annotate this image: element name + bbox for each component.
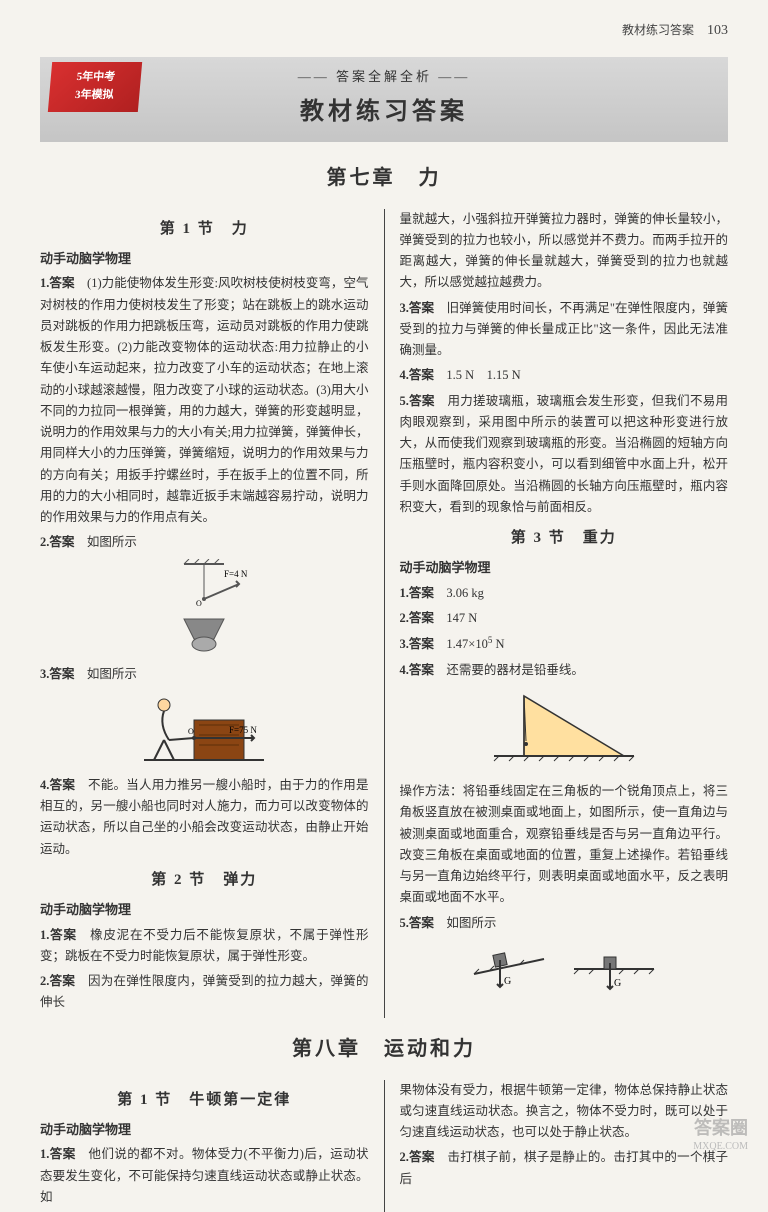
ch8-answer-1-1-cont: 果物体没有受力，根据牛顿第一定律，物体总保持静止状态或匀速直线运动状态。换言之，… [400, 1080, 729, 1144]
ch8-answer-1-1: 1.答案 他们说的都不对。物体受力(不平衡力)后，运动状态要发生变化，不可能保持… [40, 1144, 369, 1208]
watermark-url: MXQE.COM [693, 1139, 748, 1155]
svg-text:O: O [188, 727, 194, 736]
answer-2-3: 3.答案 旧弹簧使用时间长，不再满足"在弹性限度内，弹簧受到的拉力与弹簧的伸长量… [400, 298, 729, 362]
title-banner: 5年中考 3年模拟 —— 答案全解全析 —— 教材练习答案 [40, 57, 728, 141]
header-label: 教材练习答案 [622, 23, 694, 37]
answer-3-4: 4.答案 还需要的器材是铅垂线。 [400, 660, 729, 681]
logo-line2: 3年模拟 [74, 87, 114, 105]
answer-2-2: 2.答案 因为在弹性限度内，弹簧受到的拉力越大，弹簧的伸长 [40, 971, 369, 1014]
page-header: 教材练习答案 103 [40, 20, 728, 42]
answer-2-5: 5.答案 用力搓玻璃瓶，玻璃瓶会发生形变，但我们不易用肉眼观察到，采用图中所示的… [400, 391, 729, 519]
logo-line1: 5年中考 [76, 70, 116, 88]
answer-3-5: 5.答案 如图所示 [400, 913, 729, 934]
answer-3-3: 3.答案 1.47×105 N [400, 633, 729, 655]
ch8-answer-1-2: 2.答案 击打棋子前，棋子是静止的。击打其中的一个棋子后 [400, 1147, 729, 1190]
column-divider [384, 209, 385, 1018]
answer-3-4-text: 操作方法：将铅垂线固定在三角板的一个锐角顶点上，将三角板竖直放在被测桌面或地面上… [400, 781, 729, 909]
triangle-figure [474, 686, 654, 776]
svg-text:O: O [196, 599, 202, 608]
push-figure: F=75 N O [134, 690, 274, 770]
answer-2-4: 4.答案 1.5 N 1.15 N [400, 365, 729, 386]
svg-text:G: G [614, 978, 621, 989]
chapter-8-title: 第八章 运动和力 [40, 1033, 728, 1065]
section-2-title: 第 2 节 弹力 [40, 868, 369, 892]
banner-title: 教材练习答案 [40, 93, 728, 131]
left-column: 第 1 节 力 动手动脑学物理 1.答案 (1)力能使物体发生形变:风吹树枝使树… [40, 209, 369, 1018]
weight-figure: G G [464, 939, 664, 999]
ch8-section-1-label: 动手动脑学物理 [40, 1120, 369, 1141]
page-number: 103 [707, 23, 728, 38]
answer-3-1: 1.答案 3.06 kg [400, 583, 729, 604]
section-1-title: 第 1 节 力 [40, 217, 369, 241]
force-label-4n: F=4 N [224, 569, 248, 579]
section-3-title: 第 3 节 重力 [400, 526, 729, 550]
answer-1-1: 1.答案 (1)力能使物体发生形变:风吹树枝使树枝变弯，空气对树枝的作用力使树枝… [40, 273, 369, 528]
chapter-8-columns: 第 1 节 牛顿第一定律 动手动脑学物理 1.答案 他们说的都不对。物体受力(不… [40, 1080, 728, 1212]
ch8-divider [384, 1080, 385, 1212]
section-2-label: 动手动脑学物理 [40, 900, 369, 921]
answer-1-3: 3.答案 如图所示 [40, 664, 369, 685]
ch8-left-column: 第 1 节 牛顿第一定律 动手动脑学物理 1.答案 他们说的都不对。物体受力(不… [40, 1080, 369, 1212]
logo-badge: 5年中考 3年模拟 [48, 62, 142, 112]
section-1-label: 动手动脑学物理 [40, 249, 369, 270]
lamp-figure: F=4 N O [154, 559, 254, 659]
svg-text:G: G [504, 976, 511, 987]
chapter-7-title: 第七章 力 [40, 162, 728, 194]
right-column: 量就越大，小强斜拉开弹簧拉力器时，弹簧的伸长量较小，弹簧受到的拉力也较小，所以感… [400, 209, 729, 1018]
force-label-75n: F=75 N [229, 725, 257, 735]
answer-2-2-cont: 量就越大，小强斜拉开弹簧拉力器时，弹簧的伸长量较小，弹簧受到的拉力也较小，所以感… [400, 209, 729, 294]
answer-1-4: 4.答案 不能。当人用力推另一艘小船时，由于力的作用是相互的，另一艘小船也同时对… [40, 775, 369, 860]
answer-1-2: 2.答案 如图所示 [40, 532, 369, 553]
ch8-section-1-title: 第 1 节 牛顿第一定律 [40, 1088, 369, 1112]
banner-subtitle: —— 答案全解全析 —— [40, 67, 728, 88]
ch8-right-column: 果物体没有受力，根据牛顿第一定律，物体总保持静止状态或匀速直线运动状态。换言之，… [400, 1080, 729, 1212]
answer-2-1: 1.答案 橡皮泥在不受力后不能恢复原状，不属于弹性形变；跳板在不受力时能恢复原状… [40, 925, 369, 968]
section-3-label: 动手动脑学物理 [400, 558, 729, 579]
answer-3-2: 2.答案 147 N [400, 608, 729, 629]
content-columns: 第 1 节 力 动手动脑学物理 1.答案 (1)力能使物体发生形变:风吹树枝使树… [40, 209, 728, 1018]
